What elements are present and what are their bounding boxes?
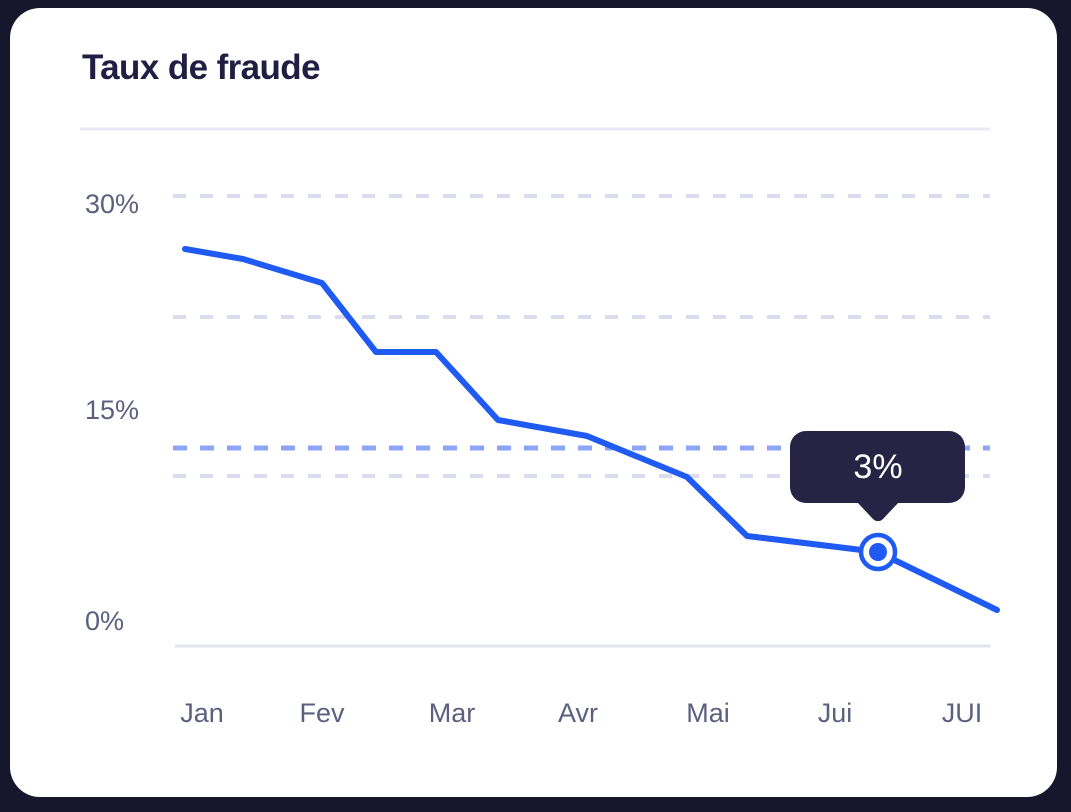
value-tooltip: 3% — [790, 431, 965, 522]
fraud-rate-line — [182, 246, 1000, 613]
chart-title: Taux de fraude — [82, 48, 321, 87]
fraud-rate-card — [10, 8, 1057, 797]
x-axis-label: Jui — [818, 698, 853, 728]
x-axis-label: Fev — [299, 698, 345, 728]
tooltip-value: 3% — [853, 448, 902, 486]
y-axis-label: 30% — [85, 189, 139, 219]
x-axis-label: Avr — [558, 698, 598, 728]
y-axis-label: 0% — [85, 606, 124, 636]
y-axis-labels: 30% 15% 0% — [85, 189, 139, 636]
marker-dot — [869, 543, 887, 561]
x-axis-label: Mar — [429, 698, 476, 728]
x-axis-label: Mai — [686, 698, 730, 728]
x-axis-label: Jan — [180, 698, 224, 728]
tooltip-caret — [857, 502, 899, 522]
y-axis-label: 15% — [85, 395, 139, 425]
x-axis-label: JUI — [942, 698, 983, 728]
highlighted-point-marker[interactable] — [858, 532, 898, 572]
tooltip-bubble — [790, 431, 965, 503]
x-axis-labels: Jan Fev Mar Avr Mai Jui JUI — [180, 698, 982, 728]
